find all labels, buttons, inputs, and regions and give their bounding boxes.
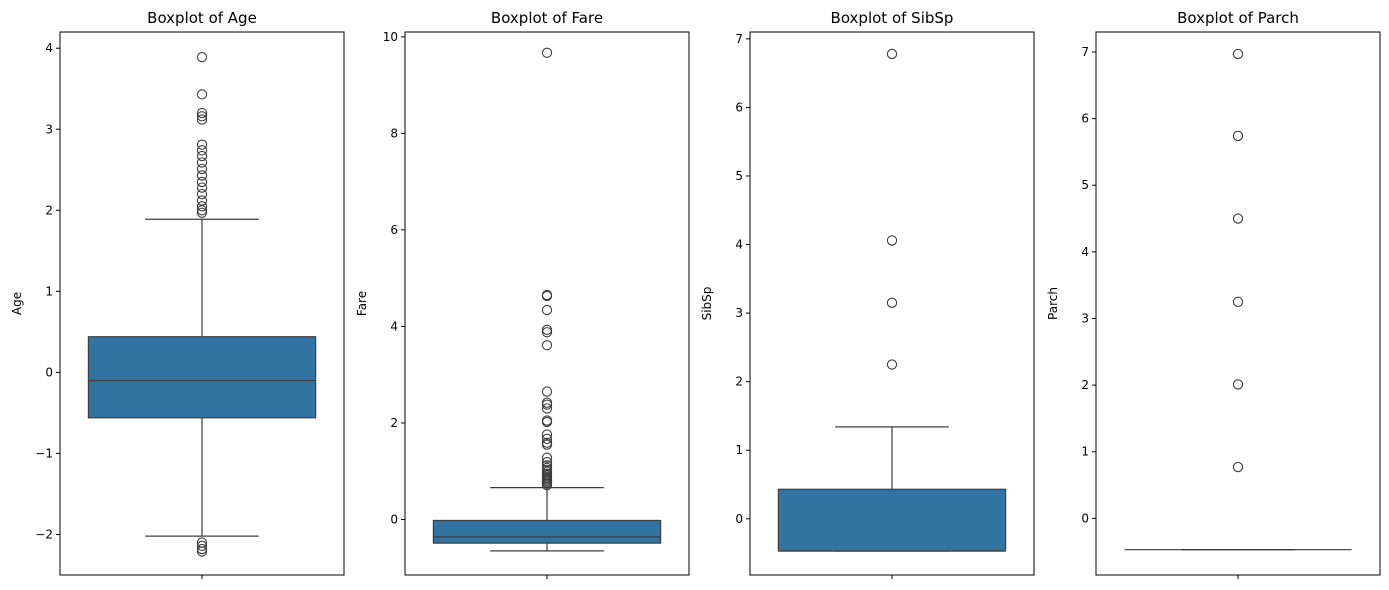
- y-tick-label: 0: [390, 512, 398, 526]
- outlier-point: [196, 188, 208, 200]
- outlier-point: [1232, 130, 1244, 142]
- outlier-point: [886, 48, 898, 60]
- outlier-point: [196, 543, 208, 555]
- box-iqr: [777, 488, 1007, 552]
- y-tick-label: 10: [383, 30, 398, 44]
- axes-frame: [1095, 31, 1381, 576]
- y-tick-label: 3: [735, 306, 743, 320]
- outlier-point: [1232, 48, 1244, 60]
- y-tick-label: 2: [1081, 378, 1089, 392]
- outlier-point: [541, 433, 553, 445]
- boxplot-panel-age: Boxplot of Age Age 4 3 2 1 0 −1 −2: [10, 9, 345, 579]
- outlier-point: [196, 176, 208, 188]
- outlier-point: [541, 290, 553, 302]
- axes-frame: [404, 31, 690, 576]
- boxplot-panel-sibsp: Boxplot of SibSp SibSp 7 6 5 4 3 2 1 0: [700, 9, 1035, 579]
- y-tick-label: 1: [735, 443, 743, 457]
- axes-frame: [749, 31, 1035, 576]
- outlier-point: [196, 546, 208, 557]
- outlier-point: [541, 340, 553, 351]
- y-tick-label: 8: [390, 126, 398, 140]
- outlier-point: [196, 107, 208, 119]
- y-tick-label: 2: [390, 416, 398, 430]
- y-tick-label: 1: [1081, 445, 1089, 459]
- y-tick-label: 5: [735, 169, 743, 183]
- outlier-point: [541, 439, 553, 450]
- outlier-point: [196, 51, 208, 63]
- y-tick-label: 3: [45, 122, 53, 136]
- outlier-point: [886, 235, 898, 246]
- outlier-point: [541, 403, 553, 414]
- y-tick-label: 2: [45, 203, 53, 217]
- y-tick-label: 4: [45, 41, 53, 55]
- boxplot-panel-fare: Boxplot of Fare Fare 10 8 6 4 2 0: [355, 9, 690, 579]
- outlier-point: [196, 150, 208, 162]
- outlier-point: [541, 47, 553, 58]
- y-tick-label: 6: [390, 223, 398, 237]
- box-iqr: [432, 519, 662, 544]
- box-iqr: [87, 336, 317, 419]
- y-axis-label: Parch: [1046, 287, 1060, 320]
- y-tick-label: 4: [735, 238, 743, 252]
- outlier-point: [541, 304, 553, 316]
- y-tick-label: 6: [1081, 112, 1089, 126]
- outlier-point: [196, 182, 208, 193]
- y-tick-label: 6: [735, 100, 743, 114]
- outlier-point: [1232, 461, 1244, 473]
- outlier-point: [886, 297, 898, 308]
- y-tick-label: 4: [1081, 245, 1089, 259]
- axes-frame: [59, 31, 345, 576]
- y-axis-label: Age: [10, 292, 24, 315]
- outlier-point: [541, 429, 553, 440]
- outlier-point: [196, 205, 208, 216]
- outlier-point: [541, 386, 553, 397]
- outlier-point: [196, 170, 208, 181]
- outlier-point: [1232, 379, 1244, 390]
- outlier-point: [1232, 296, 1244, 307]
- outlier-point: [541, 480, 553, 491]
- outlier-point: [541, 452, 553, 463]
- y-tick-label: −2: [35, 527, 53, 541]
- panel-title: Boxplot of Parch: [1177, 9, 1299, 27]
- outlier-point: [196, 89, 208, 100]
- outlier-point: [541, 416, 553, 428]
- outlier-point: [541, 324, 553, 335]
- outlier-point: [541, 327, 553, 338]
- y-tick-label: 0: [1081, 511, 1089, 525]
- outlier-point: [196, 163, 208, 175]
- y-tick-label: 0: [735, 512, 743, 526]
- y-axis-label: SibSp: [700, 287, 714, 321]
- outlier-point: [196, 139, 208, 150]
- y-tick-label: 0: [45, 365, 53, 379]
- panel-title: Boxplot of Age: [147, 9, 257, 27]
- y-tick-label: 2: [735, 375, 743, 389]
- outlier-point: [886, 359, 898, 370]
- y-tick-label: 5: [1081, 178, 1089, 192]
- y-tick-label: 4: [390, 319, 398, 333]
- outlier-point: [196, 540, 208, 551]
- y-tick-label: −1: [35, 446, 53, 460]
- outlier-point: [1232, 213, 1244, 224]
- outlier-point: [196, 111, 208, 122]
- outlier-point: [196, 195, 208, 206]
- boxplot-panel-parch: Boxplot of Parch Parch 7 6 5 4 3 2 1 0: [1046, 9, 1381, 579]
- y-tick-label: 3: [1081, 311, 1089, 325]
- panel-title: Boxplot of Fare: [491, 9, 603, 27]
- outlier-point: [196, 157, 208, 168]
- panel-title: Boxplot of SibSp: [831, 9, 954, 27]
- outlier-point: [541, 399, 553, 410]
- outlier-point: [196, 201, 208, 212]
- y-tick-label: 1: [45, 284, 53, 298]
- y-tick-label: 7: [1081, 45, 1089, 59]
- y-axis-label: Fare: [355, 291, 369, 316]
- outlier-point: [196, 145, 208, 156]
- outlier-point: [196, 114, 208, 125]
- y-tick-label: 7: [735, 32, 743, 46]
- outlier-point: [196, 207, 208, 218]
